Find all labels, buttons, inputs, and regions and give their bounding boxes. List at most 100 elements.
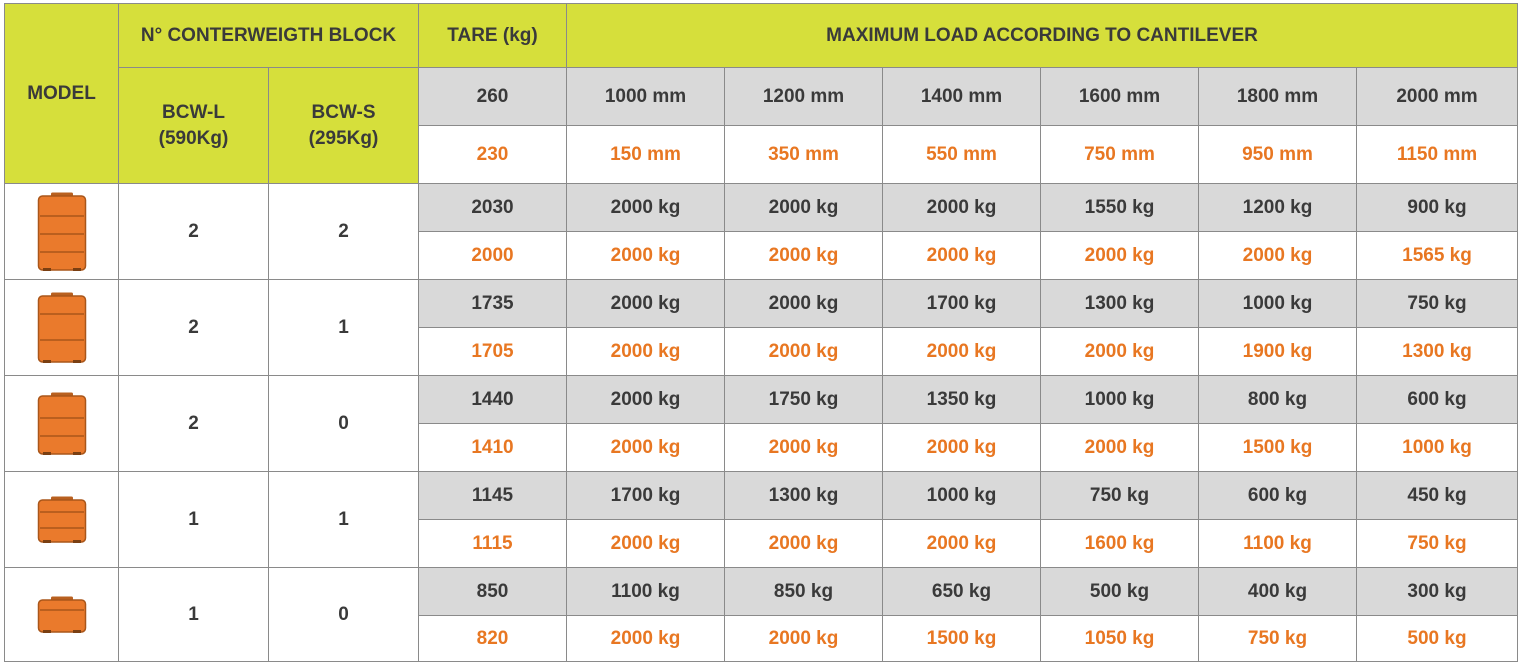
load-gray-cell: 1750 kg: [724, 375, 883, 424]
cantilever-gray-cell: 1000 mm: [566, 67, 725, 126]
cantilever-orange-cell: 150 mm: [566, 125, 725, 184]
load-gray-cell: 600 kg: [1356, 375, 1518, 424]
model-cell: [4, 471, 119, 568]
load-orange-cell: 1100 kg: [1198, 519, 1357, 568]
model-cell: [4, 279, 119, 376]
load-orange-cell: 2000 kg: [724, 231, 883, 280]
cantilever-orange-cell: 950 mm: [1198, 125, 1357, 184]
load-gray-cell: 1000 kg: [882, 471, 1041, 520]
tare-header: TARE (kg): [418, 3, 567, 68]
load-gray-cell: 1200 kg: [1198, 183, 1357, 232]
bcw-l-count: 2: [118, 375, 269, 472]
tare-gray-cell: 2030: [418, 183, 567, 232]
load-orange-cell: 2000 kg: [1198, 231, 1357, 280]
bcw-s-count: 1: [268, 279, 419, 376]
counterweight-stack-2l-icon: [37, 392, 86, 455]
bcw-s-label: BCW-S: [311, 101, 376, 123]
tare-orange-cell: 1705: [418, 327, 567, 376]
model-cell: [4, 567, 119, 662]
load-orange-cell: 2000 kg: [566, 519, 725, 568]
load-orange-cell: 2000 kg: [882, 327, 1041, 376]
load-gray-cell: 900 kg: [1356, 183, 1518, 232]
load-gray-cell: 750 kg: [1356, 279, 1518, 328]
bcw-s-count: 2: [268, 183, 419, 280]
load-orange-cell: 2000 kg: [882, 423, 1041, 472]
counterweight-stack-4-icon: [37, 192, 86, 271]
load-gray-cell: 2000 kg: [566, 183, 725, 232]
tare-gray-header: 260: [418, 67, 567, 126]
load-orange-cell: 1900 kg: [1198, 327, 1357, 376]
load-orange-cell: 2000 kg: [1040, 327, 1199, 376]
cantilever-gray-cell: 2000 mm: [1356, 67, 1518, 126]
model-header: MODEL: [4, 3, 119, 184]
load-gray-cell: 850 kg: [724, 567, 883, 616]
load-orange-cell: 2000 kg: [566, 615, 725, 662]
counterweight-stack-3-icon: [37, 292, 86, 363]
load-orange-cell: 1300 kg: [1356, 327, 1518, 376]
load-orange-cell: 1565 kg: [1356, 231, 1518, 280]
tare-gray-cell: 1440: [418, 375, 567, 424]
bcw-s-count: 0: [268, 375, 419, 472]
bcw-s-count: 1: [268, 471, 419, 568]
load-gray-cell: 2000 kg: [566, 375, 725, 424]
load-orange-cell: 750 kg: [1356, 519, 1518, 568]
load-gray-cell: 650 kg: [882, 567, 1041, 616]
load-orange-cell: 2000 kg: [566, 327, 725, 376]
load-gray-cell: 500 kg: [1040, 567, 1199, 616]
cantilever-gray-cell: 1200 mm: [724, 67, 883, 126]
tare-orange-cell: 1410: [418, 423, 567, 472]
load-gray-cell: 2000 kg: [724, 279, 883, 328]
cantilever-orange-cell: 350 mm: [724, 125, 883, 184]
counterweight-stack-1-icon: [37, 596, 86, 633]
load-orange-cell: 2000 kg: [566, 423, 725, 472]
model-cell: [4, 183, 119, 280]
load-orange-cell: 500 kg: [1356, 615, 1518, 662]
cantilever-gray-cell: 1600 mm: [1040, 67, 1199, 126]
load-orange-cell: 1600 kg: [1040, 519, 1199, 568]
load-orange-cell: 1050 kg: [1040, 615, 1199, 662]
load-gray-cell: 2000 kg: [882, 183, 1041, 232]
load-gray-cell: 1100 kg: [566, 567, 725, 616]
bcw-s-weight: (295Kg): [308, 127, 379, 149]
tare-orange-cell: 2000: [418, 231, 567, 280]
cantilever-orange-cell: 550 mm: [882, 125, 1041, 184]
counterweight-stack-2-icon: [37, 496, 86, 543]
bcw-l-count: 1: [118, 471, 269, 568]
tare-gray-cell: 1145: [418, 471, 567, 520]
load-gray-cell: 1000 kg: [1040, 375, 1199, 424]
bcw-l-weight: (590Kg): [158, 127, 229, 149]
load-orange-cell: 2000 kg: [566, 231, 725, 280]
load-gray-cell: 1700 kg: [566, 471, 725, 520]
tare-orange-cell: 820: [418, 615, 567, 662]
bcw-l-label: BCW-L: [162, 101, 225, 123]
load-gray-cell: 1300 kg: [724, 471, 883, 520]
cantilever-orange-cell: 1150 mm: [1356, 125, 1518, 184]
tare-orange-header: 230: [418, 125, 567, 184]
max-load-header: MAXIMUM LOAD ACCORDING TO CANTILEVER: [566, 3, 1518, 68]
bcw-l-header: BCW-L (590Kg): [118, 67, 269, 184]
bcw-s-header: BCW-S (295Kg): [268, 67, 419, 184]
load-gray-cell: 1000 kg: [1198, 279, 1357, 328]
load-orange-cell: 2000 kg: [724, 423, 883, 472]
load-gray-cell: 1350 kg: [882, 375, 1041, 424]
load-gray-cell: 750 kg: [1040, 471, 1199, 520]
model-cell: [4, 375, 119, 472]
load-gray-cell: 1550 kg: [1040, 183, 1199, 232]
load-orange-cell: 750 kg: [1198, 615, 1357, 662]
load-orange-cell: 2000 kg: [724, 519, 883, 568]
load-orange-cell: 2000 kg: [882, 519, 1041, 568]
bcw-s-count: 0: [268, 567, 419, 662]
load-orange-cell: 2000 kg: [1040, 231, 1199, 280]
cantilever-orange-cell: 750 mm: [1040, 125, 1199, 184]
load-orange-cell: 2000 kg: [724, 615, 883, 662]
load-gray-cell: 450 kg: [1356, 471, 1518, 520]
counterweight-header: N° CONTERWEIGTH BLOCK: [118, 3, 419, 68]
tare-orange-cell: 1115: [418, 519, 567, 568]
load-orange-cell: 1500 kg: [1198, 423, 1357, 472]
bcw-l-count: 2: [118, 183, 269, 280]
load-orange-cell: 2000 kg: [1040, 423, 1199, 472]
load-gray-cell: 800 kg: [1198, 375, 1357, 424]
load-orange-cell: 2000 kg: [724, 327, 883, 376]
load-gray-cell: 600 kg: [1198, 471, 1357, 520]
cantilever-gray-cell: 1800 mm: [1198, 67, 1357, 126]
